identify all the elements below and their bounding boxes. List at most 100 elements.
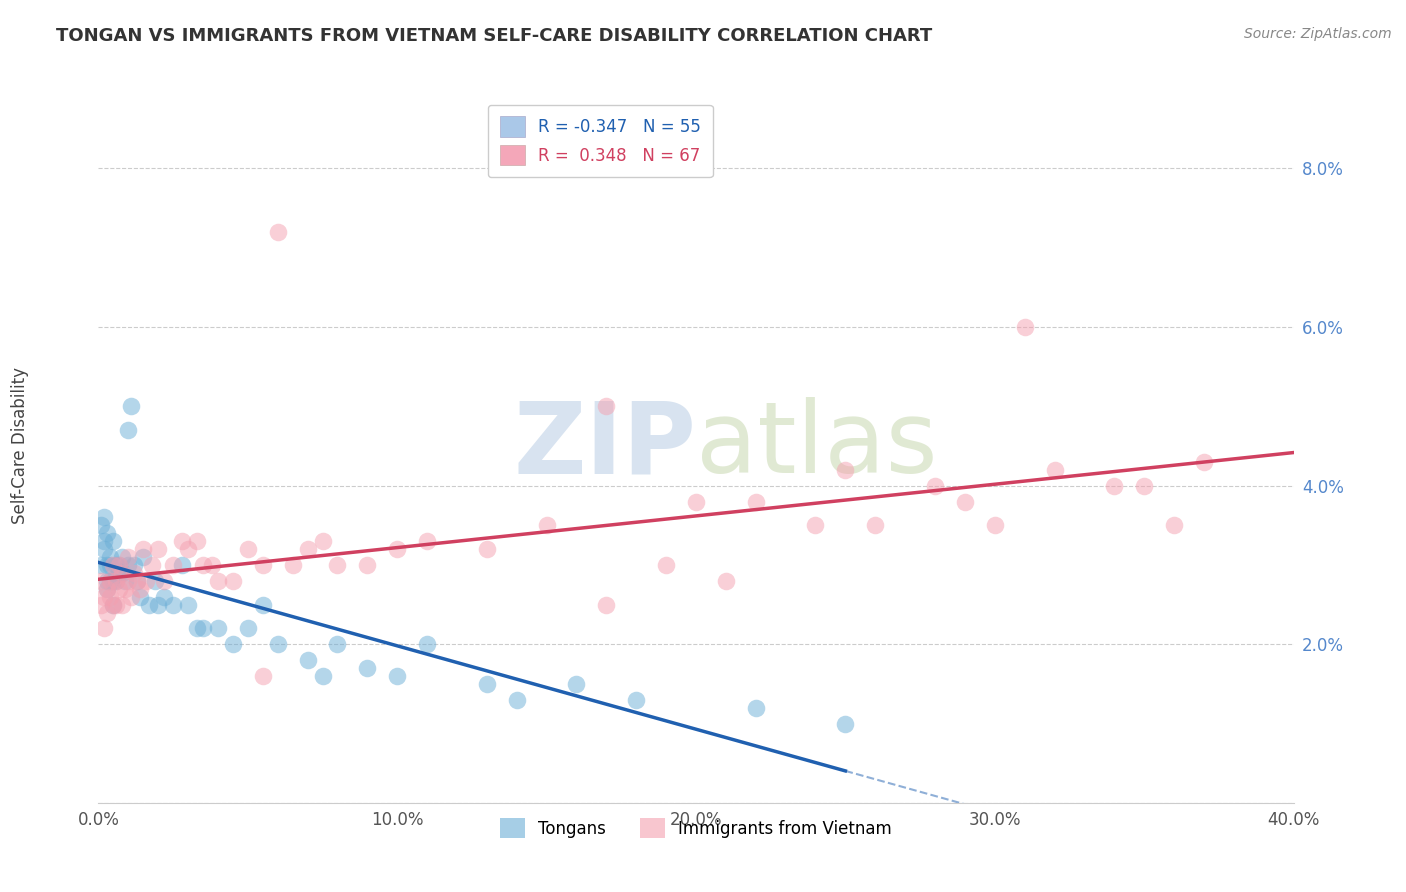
Point bbox=[1192, 455, 1215, 469]
Point bbox=[105, 558, 128, 572]
Point bbox=[162, 558, 184, 572]
Point bbox=[177, 542, 200, 557]
Point bbox=[297, 653, 319, 667]
Point bbox=[252, 598, 274, 612]
Point bbox=[186, 534, 208, 549]
Point bbox=[108, 566, 131, 580]
Point bbox=[595, 400, 617, 414]
Point bbox=[267, 225, 290, 239]
Point bbox=[103, 574, 125, 588]
Point bbox=[93, 534, 115, 549]
Point bbox=[98, 558, 122, 572]
Point bbox=[311, 534, 333, 549]
Point bbox=[105, 574, 128, 588]
Text: TONGAN VS IMMIGRANTS FROM VIETNAM SELF-CARE DISABILITY CORRELATION CHART: TONGAN VS IMMIGRANTS FROM VIETNAM SELF-C… bbox=[56, 27, 932, 45]
Point bbox=[117, 558, 139, 572]
Point bbox=[804, 518, 827, 533]
Point bbox=[356, 558, 378, 572]
Point bbox=[103, 598, 125, 612]
Point bbox=[96, 582, 118, 596]
Point bbox=[655, 558, 678, 572]
Point bbox=[297, 542, 319, 557]
Point bbox=[124, 558, 146, 572]
Point bbox=[117, 423, 139, 437]
Point bbox=[162, 598, 184, 612]
Point bbox=[96, 574, 118, 588]
Point bbox=[105, 574, 128, 588]
Point bbox=[98, 574, 122, 588]
Point bbox=[252, 669, 274, 683]
Point bbox=[1043, 463, 1066, 477]
Point bbox=[475, 677, 498, 691]
Point bbox=[201, 558, 224, 572]
Point bbox=[834, 463, 856, 477]
Y-axis label: Self-Care Disability: Self-Care Disability bbox=[11, 368, 30, 524]
Point bbox=[356, 661, 378, 675]
Point bbox=[191, 558, 214, 572]
Point bbox=[385, 669, 409, 683]
Point bbox=[127, 574, 149, 588]
Point bbox=[98, 590, 122, 604]
Point bbox=[135, 574, 157, 588]
Point bbox=[114, 582, 136, 596]
Point bbox=[416, 534, 439, 549]
Point bbox=[1014, 320, 1036, 334]
Point bbox=[129, 590, 152, 604]
Point bbox=[153, 590, 176, 604]
Point bbox=[93, 590, 115, 604]
Point bbox=[90, 574, 112, 588]
Point bbox=[595, 598, 617, 612]
Point bbox=[120, 400, 142, 414]
Point bbox=[120, 590, 142, 604]
Point bbox=[96, 558, 118, 572]
Point bbox=[105, 598, 128, 612]
Text: Source: ZipAtlas.com: Source: ZipAtlas.com bbox=[1244, 27, 1392, 41]
Point bbox=[90, 518, 112, 533]
Point bbox=[93, 542, 115, 557]
Point bbox=[132, 549, 155, 564]
Point bbox=[222, 574, 245, 588]
Point bbox=[153, 574, 176, 588]
Point bbox=[103, 598, 125, 612]
Point bbox=[93, 621, 115, 635]
Legend: Tongans, Immigrants from Vietnam: Tongans, Immigrants from Vietnam bbox=[486, 805, 905, 852]
Point bbox=[924, 478, 946, 492]
Point bbox=[148, 542, 170, 557]
Point bbox=[1163, 518, 1185, 533]
Point bbox=[103, 558, 125, 572]
Point bbox=[111, 598, 134, 612]
Point bbox=[90, 558, 112, 572]
Point bbox=[143, 574, 166, 588]
Point bbox=[108, 582, 131, 596]
Point bbox=[475, 542, 498, 557]
Point bbox=[281, 558, 304, 572]
Point bbox=[984, 518, 1007, 533]
Point bbox=[207, 574, 229, 588]
Point bbox=[326, 558, 349, 572]
Point bbox=[111, 549, 134, 564]
Point bbox=[96, 582, 118, 596]
Point bbox=[129, 582, 152, 596]
Point bbox=[103, 534, 125, 549]
Point bbox=[98, 549, 122, 564]
Text: ZIP: ZIP bbox=[513, 398, 696, 494]
Point bbox=[111, 566, 134, 580]
Point bbox=[124, 566, 146, 580]
Point bbox=[714, 574, 737, 588]
Point bbox=[267, 637, 290, 651]
Point bbox=[565, 677, 588, 691]
Text: atlas: atlas bbox=[696, 398, 938, 494]
Point bbox=[117, 574, 139, 588]
Point bbox=[132, 542, 155, 557]
Point bbox=[138, 598, 160, 612]
Point bbox=[93, 510, 115, 524]
Point bbox=[108, 558, 131, 572]
Point bbox=[685, 494, 707, 508]
Point bbox=[222, 637, 245, 651]
Point bbox=[236, 621, 259, 635]
Point bbox=[141, 558, 163, 572]
Point bbox=[1133, 478, 1156, 492]
Point bbox=[127, 574, 149, 588]
Point bbox=[177, 598, 200, 612]
Point bbox=[117, 549, 139, 564]
